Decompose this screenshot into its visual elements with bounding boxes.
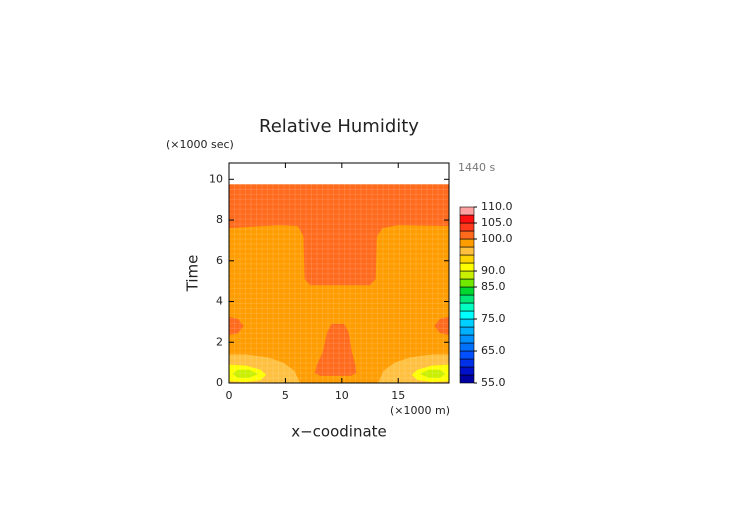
colorbar-band xyxy=(459,342,475,352)
colorbar-band xyxy=(459,294,475,304)
y-tick-label: 0 xyxy=(216,376,223,389)
colorbar-band xyxy=(459,246,475,256)
plot-frame xyxy=(228,162,450,384)
y-unit: (×1000 sec) xyxy=(166,138,234,151)
contour-region xyxy=(232,369,259,378)
y-axis-label: Time xyxy=(184,255,202,293)
colorbar-band xyxy=(459,278,475,288)
contour-region xyxy=(229,184,449,286)
colorbar-band xyxy=(459,366,475,376)
contour-region xyxy=(419,369,446,378)
y-tick-label: 4 xyxy=(216,295,223,308)
x-tick-label: 0 xyxy=(226,389,233,402)
colorbar-band xyxy=(459,230,475,240)
colorbar-band xyxy=(459,302,475,312)
colorbar-band xyxy=(459,334,475,344)
chart-title: Relative Humidity xyxy=(259,116,419,137)
colorbar-band xyxy=(459,222,475,232)
x-tick-label: 5 xyxy=(282,389,289,402)
x-unit: (×1000 m) xyxy=(390,404,450,417)
y-tick-label: 2 xyxy=(216,335,223,348)
colorbar-band xyxy=(459,206,475,216)
colorbar-band xyxy=(459,374,475,384)
y-tick-label: 6 xyxy=(216,254,223,267)
colorbar-band xyxy=(459,318,475,328)
colorbar-band xyxy=(459,326,475,336)
colorbar-band xyxy=(459,350,475,360)
colorbar-band xyxy=(459,310,475,320)
y-tick-label: 10 xyxy=(209,172,223,185)
colorbar-tick-label: 105.0 xyxy=(481,216,513,229)
colorbar-band xyxy=(459,358,475,368)
colorbar-band xyxy=(459,254,475,264)
colorbar-tick-label: 100.0 xyxy=(481,232,513,245)
colorbar-tick-label: 90.0 xyxy=(481,264,506,277)
colorbar-band xyxy=(459,262,475,272)
colorbar-tick-label: 85.0 xyxy=(481,280,506,293)
contour-region xyxy=(434,316,449,336)
contour-region xyxy=(314,323,357,376)
colorbar-tick-label: 65.0 xyxy=(481,344,506,357)
plot-area xyxy=(229,184,449,383)
colorbar-band xyxy=(459,270,475,280)
colorbar-tick-label: 110.0 xyxy=(481,200,513,213)
colorbar-band xyxy=(459,286,475,296)
colorbar-band xyxy=(459,238,475,248)
x-tick-label: 10 xyxy=(335,389,349,402)
y-tick-label: 8 xyxy=(216,213,223,226)
colorbar-band xyxy=(459,214,475,224)
x-axis-label: x−coodinate xyxy=(291,423,387,441)
contour-region xyxy=(229,316,244,336)
colorbar-tick-label: 55.0 xyxy=(481,376,506,389)
colorbar-tick-label: 75.0 xyxy=(481,312,506,325)
time-label: 1440 s xyxy=(458,161,495,174)
x-tick-label: 15 xyxy=(391,389,405,402)
